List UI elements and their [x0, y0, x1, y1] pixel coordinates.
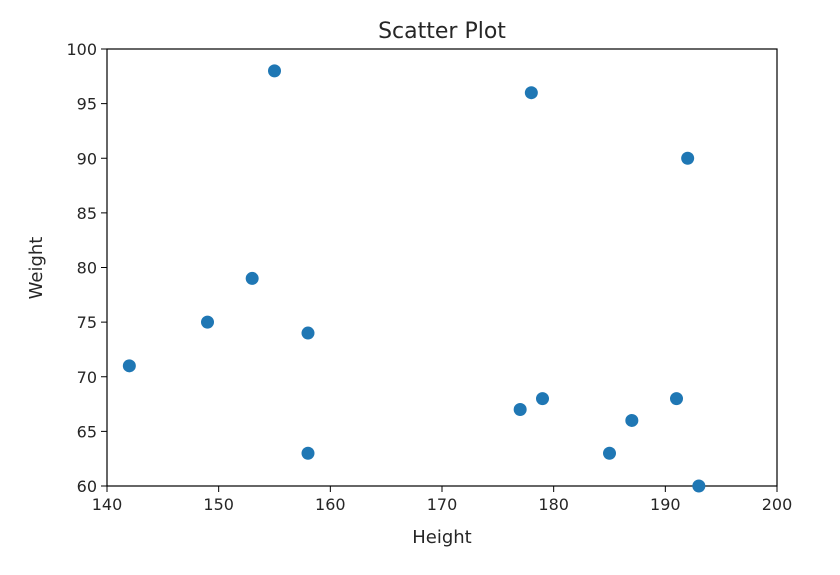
scatter-point	[670, 392, 683, 406]
plot-frame	[106, 48, 778, 487]
y-tick-label: 85	[77, 204, 97, 223]
x-tick-label: 180	[538, 495, 569, 514]
x-tick-label: 150	[203, 495, 234, 514]
x-tick-label: 190	[650, 495, 681, 514]
chart-title: Scatter Plot	[378, 19, 506, 44]
y-axis: 60 65 70 75 80 85 90 95 100	[66, 40, 107, 496]
y-tick-label: 65	[77, 422, 97, 441]
scatter-point	[201, 315, 214, 329]
scatter-point	[536, 392, 549, 406]
y-tick-label: 60	[77, 477, 97, 496]
y-axis-label: Weight	[26, 237, 47, 300]
x-axis: 140 150 160 170 180 190 200	[92, 486, 793, 514]
x-tick-label: 200	[762, 495, 793, 514]
points-layer	[122, 64, 706, 493]
x-tick-label: 170	[427, 495, 458, 514]
scatter-point	[513, 403, 527, 417]
scatter-point	[301, 446, 315, 460]
scatter-point	[692, 479, 706, 493]
x-axis-label: Height	[412, 527, 472, 548]
scatter-point	[524, 86, 538, 100]
scatter-point	[681, 151, 695, 165]
scatter-point	[625, 413, 639, 427]
scatter-point	[245, 271, 259, 285]
y-tick-label: 70	[77, 368, 97, 387]
plot-area	[106, 48, 778, 487]
x-tick-label: 140	[92, 495, 123, 514]
y-tick-label: 100	[66, 40, 97, 59]
x-tick-label: 160	[315, 495, 346, 514]
scatter-point	[301, 326, 315, 340]
scatter-point	[268, 64, 281, 78]
scatter-point	[603, 446, 616, 460]
y-tick-label: 75	[77, 313, 97, 332]
y-tick-label: 80	[77, 259, 97, 278]
y-tick-label: 95	[77, 95, 97, 114]
y-tick-label: 90	[77, 149, 97, 168]
scatter-point	[122, 359, 136, 373]
